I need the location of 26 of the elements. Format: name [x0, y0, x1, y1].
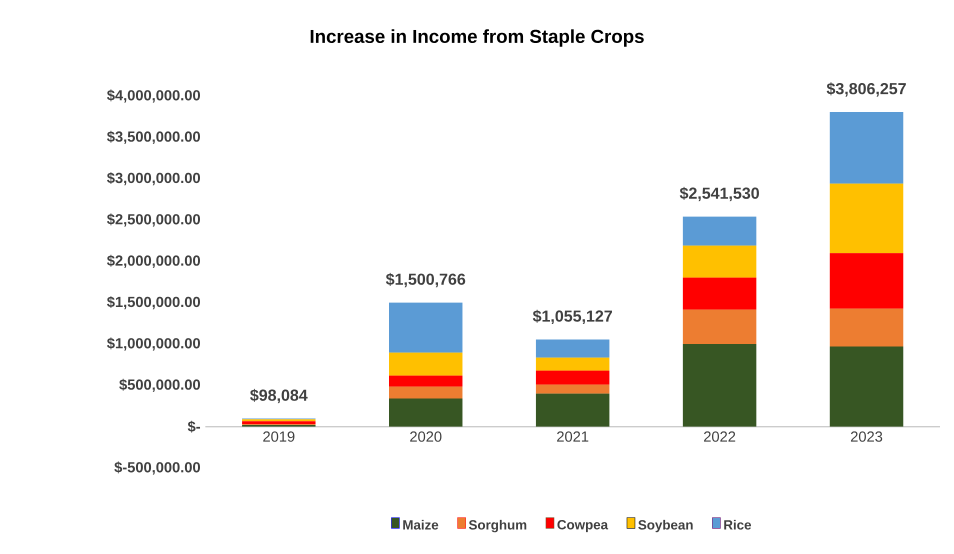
legend-label: Cowpea [557, 520, 608, 532]
x-tick-label: 2023 [850, 431, 882, 442]
total-label: $1,055,127 [532, 310, 612, 324]
y-tick-label: $2,500,000.00 [107, 213, 200, 227]
y-tick-label: $- [188, 420, 200, 433]
total-label: $3,806,257 [826, 82, 906, 97]
x-tick-label: 2021 [557, 431, 588, 442]
total-label: $1,500,766 [386, 272, 466, 288]
total-label: $2,541,530 [680, 186, 759, 202]
legend-label: Soybean [638, 520, 693, 532]
y-tick-label: $-500,000.00 [114, 461, 200, 475]
y-tick-label: $2,000,000.00 [107, 254, 200, 268]
chart-title: Increase in Income from Staple Crops [310, 29, 644, 47]
y-tick-label: $3,000,000.00 [107, 172, 200, 186]
y-tick-label: $500,000.00 [119, 378, 200, 392]
legend-label: Maize [403, 520, 438, 530]
x-tick-label: 2019 [263, 431, 294, 442]
y-tick-label: $4,000,000.00 [107, 89, 200, 103]
legend-label: Rice [724, 520, 752, 530]
y-tick-label: $1,500,000.00 [107, 296, 200, 310]
x-tick-label: 2022 [704, 431, 736, 442]
y-tick-label: $3,500,000.00 [107, 130, 200, 144]
x-tick-label: 2020 [410, 431, 442, 442]
legend-label: Sorghum [468, 520, 526, 532]
total-label: $98,084 [250, 388, 308, 404]
y-tick-label: $1,000,000.00 [107, 337, 200, 351]
